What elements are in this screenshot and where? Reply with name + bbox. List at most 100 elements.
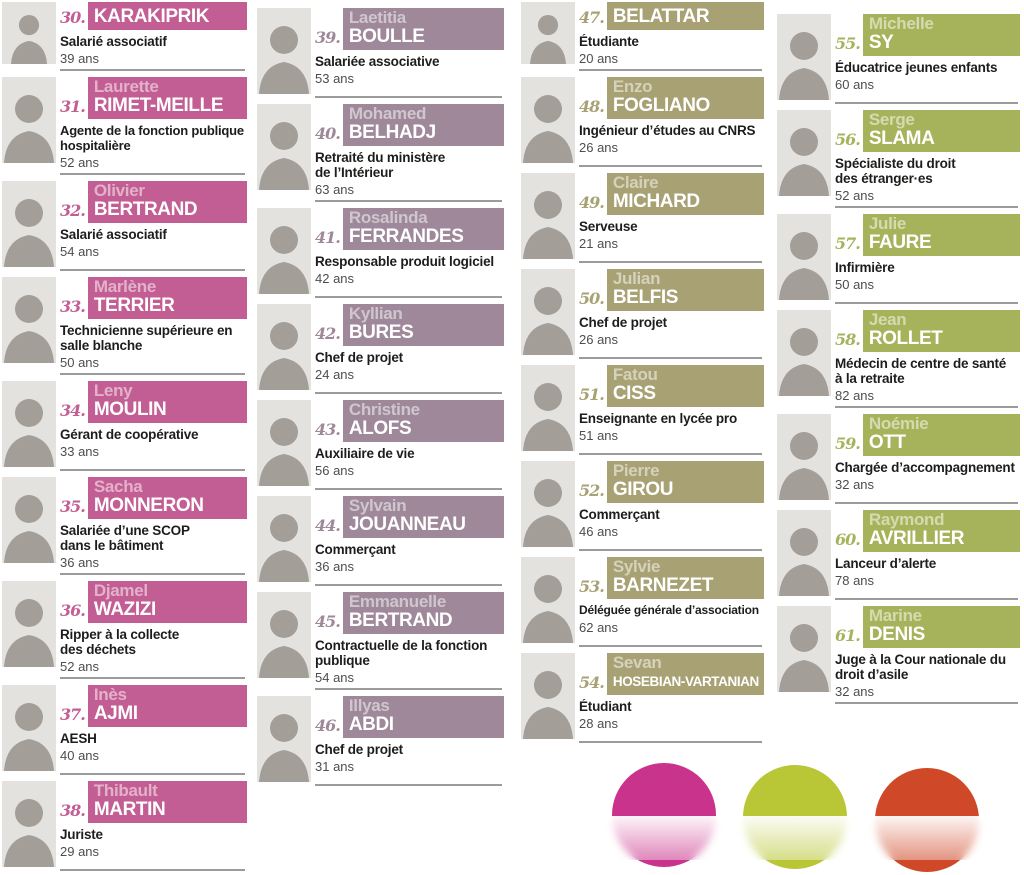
candidate-card: 61. Marine DENIS Juge à la Cour nationale d… [777,604,1020,704]
candidate-number: 60. [835,530,861,549]
candidate-photo [2,77,56,163]
candidate-name-label: 41. Rosalinda FERRANDES [315,208,504,250]
candidate-name-bar: Marine DENIS [862,606,1020,648]
candidate-photo [2,381,56,467]
candidate-photo [257,304,311,390]
candidate-name-bar: Claire MICHARD [606,173,764,215]
candidate-name-label: 54. Sevan HOSEBIAN-VARTANIAN [579,653,764,695]
person-silhouette-icon [257,104,311,190]
candidate-number: 34. [60,401,86,420]
candidate-first-name: Rosalinda [348,209,428,227]
candidate-last-name: CISS [612,384,656,404]
candidate-last-name: MARTIN [93,800,166,820]
candidate-card: 30. KARAKIPRIK Salarié associatif 39 ans [2,0,247,71]
candidate-card: 45. Emmanuelle BERTRAND Contractuelle de la… [257,590,504,690]
candidate-last-name: BARNEZET [612,576,714,596]
candidate-number: 51. [579,385,605,404]
candidate-name-label: 58. Jean ROLLET [835,310,1020,352]
person-silhouette-icon [521,173,575,259]
candidate-occupation: Commerçant [579,507,660,522]
candidate-first-name: Julie [868,215,907,233]
candidate-photo [257,400,311,486]
candidate-photo [257,104,311,190]
person-silhouette-icon [257,496,311,582]
candidate-name-bar: Sacha MONNERON [87,477,247,519]
candidate-name-bar: Laetitia BOULLE [342,8,504,50]
candidate-name-bar: Pierre GIROU [606,461,764,503]
candidate-occupation: Salariée d’une SCOP dans le bâtiment [60,523,190,553]
candidate-photo [2,477,56,563]
candidate-last-name: BERTRAND [348,611,453,631]
candidate-last-name: SY [868,33,894,53]
candidate-card: 50. Julian BELFIS Chef de projet 26 ans [521,267,764,359]
candidate-photo [257,8,311,94]
candidate-first-name: Sylvain [348,497,407,515]
candidate-card: 56. Serge SLAMA Spécialiste du droit des ét… [777,108,1020,208]
candidate-last-name: BELFIS [612,288,679,308]
person-silhouette-icon [257,8,311,94]
candidate-first-name: Christine [348,401,420,419]
candidate-number: 37. [60,705,86,724]
candidate-occupation: Éducatrice jeunes enfants [835,60,998,75]
candidate-card: 42. Kyllian BURES Chef de projet 24 ans [257,302,504,394]
candidate-name-label: 32. Olivier BERTRAND [60,181,247,223]
person-silhouette-icon [521,461,575,547]
candidate-last-name: TERRIER [93,296,175,316]
candidate-name-bar: Marlène TERRIER [87,277,247,319]
person-silhouette-icon [257,592,311,678]
candidate-number: 30. [60,8,86,27]
candidate-occupation: Lanceur d’alerte [835,556,937,571]
candidate-photo [2,2,56,64]
candidate-card: 32. Olivier BERTRAND Salarié associatif 54 a… [2,179,247,271]
candidate-first-name: Thibault [93,782,158,800]
candidate-number: 61. [835,626,861,645]
candidate-last-name: ALOFS [348,419,412,439]
candidate-photo [521,2,575,64]
candidate-first-name: Marine [868,607,922,625]
candidate-occupation: Déléguée générale d’association [579,603,759,617]
candidate-column-4: 55. Michelle SY Éducatrice jeunes enfants 60… [777,12,1020,708]
candidate-number: 40. [315,124,341,143]
candidate-last-name: FOGLIANO [612,96,710,116]
candidate-occupation: Technicienne supérieure en salle blanche [60,323,233,353]
candidate-occupation: Enseignante en lycée pro [579,411,738,426]
candidate-age: 20 ans [579,51,619,66]
candidate-number: 47. [579,8,605,27]
candidate-first-name: Marlène [93,278,156,296]
candidate-photo [777,14,831,100]
candidate-name-bar: BELATTAR [606,2,764,30]
candidate-card: 52. Pierre GIROU Commerçant 46 ans [521,459,764,551]
candidate-card: 36. Djamel WAZIZI Ripper à la collecte des … [2,579,247,679]
candidate-first-name: Djamel [93,582,148,600]
candidate-name-label: 37. Inès AJMI [60,685,247,727]
candidate-age: 32 ans [835,684,875,699]
candidate-name-bar: Rosalinda FERRANDES [342,208,504,250]
candidate-name-label: 30. KARAKIPRIK [60,2,247,30]
candidate-first-name: Emmanuelle [348,593,446,611]
candidate-card: 54. Sevan HOSEBIAN-VARTANIAN Étudiant 28 ans [521,651,764,743]
person-silhouette-icon [521,557,575,643]
candidate-age: 28 ans [579,716,619,731]
candidate-first-name: Julian [612,270,661,288]
candidate-name-label: 55. Michelle SY [835,14,1020,56]
candidate-name-label: 36. Djamel WAZIZI [60,581,247,623]
candidate-photo [521,461,575,547]
person-silhouette-icon [521,77,575,163]
candidate-occupation: Chef de projet [315,350,403,365]
candidate-card: 49. Claire MICHARD Serveuse 21 ans [521,171,764,263]
candidate-card: 57. Julie FAURE Infirmière 50 ans [777,212,1020,304]
candidate-occupation: Gérant de coopérative [60,427,199,442]
candidate-first-name: Laurette [93,78,159,96]
candidate-number: 35. [60,497,86,516]
candidate-number: 48. [579,97,605,116]
candidate-name-bar: Julian BELFIS [606,269,764,311]
candidate-card: 33. Marlène TERRIER Technicienne supérieure… [2,275,247,375]
candidate-number: 49. [579,193,605,212]
candidate-first-name: Raymond [868,511,945,529]
candidate-last-name: MONNERON [93,496,204,516]
candidate-first-name: Mohamed [348,105,427,123]
candidate-photo [521,365,575,451]
candidate-photo [2,581,56,667]
candidate-age: 50 ans [60,355,100,370]
person-silhouette-icon [777,606,831,692]
